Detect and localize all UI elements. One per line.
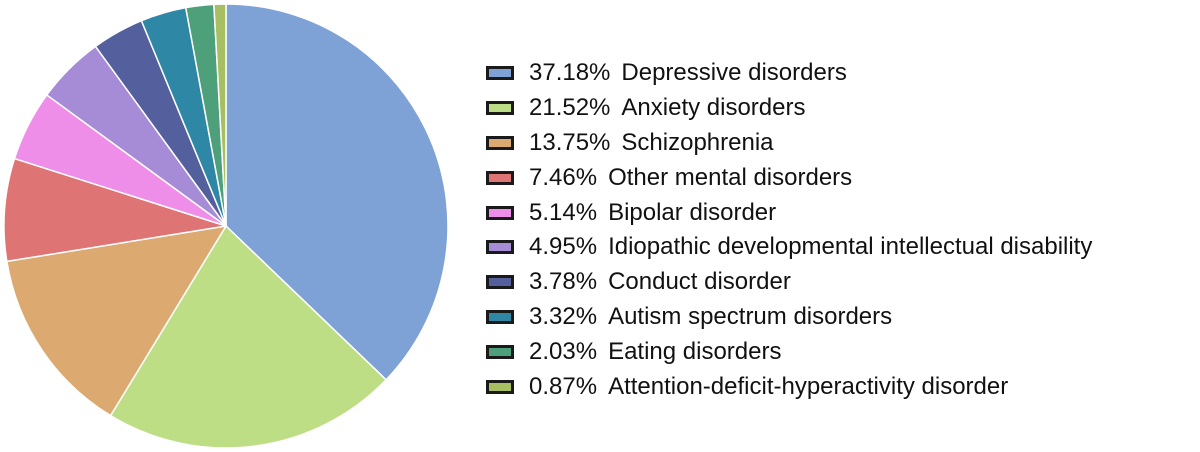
legend-swatch bbox=[486, 309, 514, 324]
legend-item-schizophrenia: 13.75% Schizophrenia bbox=[486, 126, 1092, 161]
legend-item-autism-spectrum-disorders: 3.32% Autism spectrum disorders bbox=[486, 300, 1092, 335]
legend-item-conduct-disorder: 3.78% Conduct disorder bbox=[486, 265, 1092, 300]
legend-item-bipolar-disorder: 5.14% Bipolar disorder bbox=[486, 195, 1092, 230]
legend-swatch bbox=[486, 240, 514, 255]
legend-percent: 21.52% bbox=[529, 94, 611, 122]
legend-item-intellectual-disability: 4.95% Idiopathic developmental intellectu… bbox=[486, 230, 1092, 265]
pie-slice-4 bbox=[3, 157, 227, 263]
legend-label: Depressive disorders bbox=[621, 59, 847, 87]
legend-label: Other mental disorders bbox=[608, 163, 853, 191]
legend-percent: 3.78% bbox=[529, 268, 598, 296]
legend-swatch bbox=[486, 275, 514, 290]
legend-percent: 5.14% bbox=[529, 198, 598, 226]
legend-label: Bipolar disorder bbox=[608, 198, 777, 226]
legend-swatch bbox=[486, 66, 514, 81]
legend-swatch bbox=[486, 135, 514, 150]
legend-label: Conduct disorder bbox=[608, 268, 791, 296]
legend-item-other-mental-disorders: 7.46% Other mental disorders bbox=[486, 160, 1092, 195]
pie-chart bbox=[3, 3, 449, 449]
legend-percent: 13.75% bbox=[529, 128, 611, 156]
legend: 37.18% Depressive disorders 21.52% Anxiety… bbox=[486, 56, 1092, 404]
legend-item-anxiety-disorders: 21.52% Anxiety disorders bbox=[486, 91, 1092, 126]
legend-percent: 3.32% bbox=[529, 302, 598, 330]
pie-slice-1 bbox=[225, 3, 449, 381]
legend-percent: 7.46% bbox=[529, 163, 598, 191]
legend-swatch bbox=[486, 101, 514, 116]
legend-swatch bbox=[486, 205, 514, 220]
legend-swatch bbox=[486, 344, 514, 359]
legend-swatch bbox=[486, 379, 514, 394]
legend-label: Eating disorders bbox=[608, 337, 782, 365]
legend-swatch bbox=[486, 170, 514, 185]
legend-percent: 4.95% bbox=[529, 233, 598, 261]
legend-percent: 2.03% bbox=[529, 337, 598, 365]
legend-percent: 0.87% bbox=[529, 372, 598, 400]
legend-item-depressive-disorders: 37.18% Depressive disorders bbox=[486, 56, 1092, 91]
legend-label: Schizophrenia bbox=[621, 128, 774, 156]
pie-slice-2 bbox=[109, 225, 387, 449]
legend-label: Anxiety disorders bbox=[621, 94, 806, 122]
legend-label: Attention-deficit-hyperactivity disorder bbox=[608, 372, 1009, 400]
pie-slice-3 bbox=[6, 225, 227, 417]
legend-percent: 37.18% bbox=[529, 59, 611, 87]
legend-item-adhd: 0.87% Attention-deficit-hyperactivity dis… bbox=[486, 369, 1092, 404]
legend-item-eating-disorders: 2.03% Eating disorders bbox=[486, 334, 1092, 369]
legend-label: Idiopathic developmental intellectual di… bbox=[608, 233, 1093, 261]
pie-slice-10 bbox=[213, 3, 227, 227]
legend-label: Autism spectrum disorders bbox=[608, 302, 893, 330]
